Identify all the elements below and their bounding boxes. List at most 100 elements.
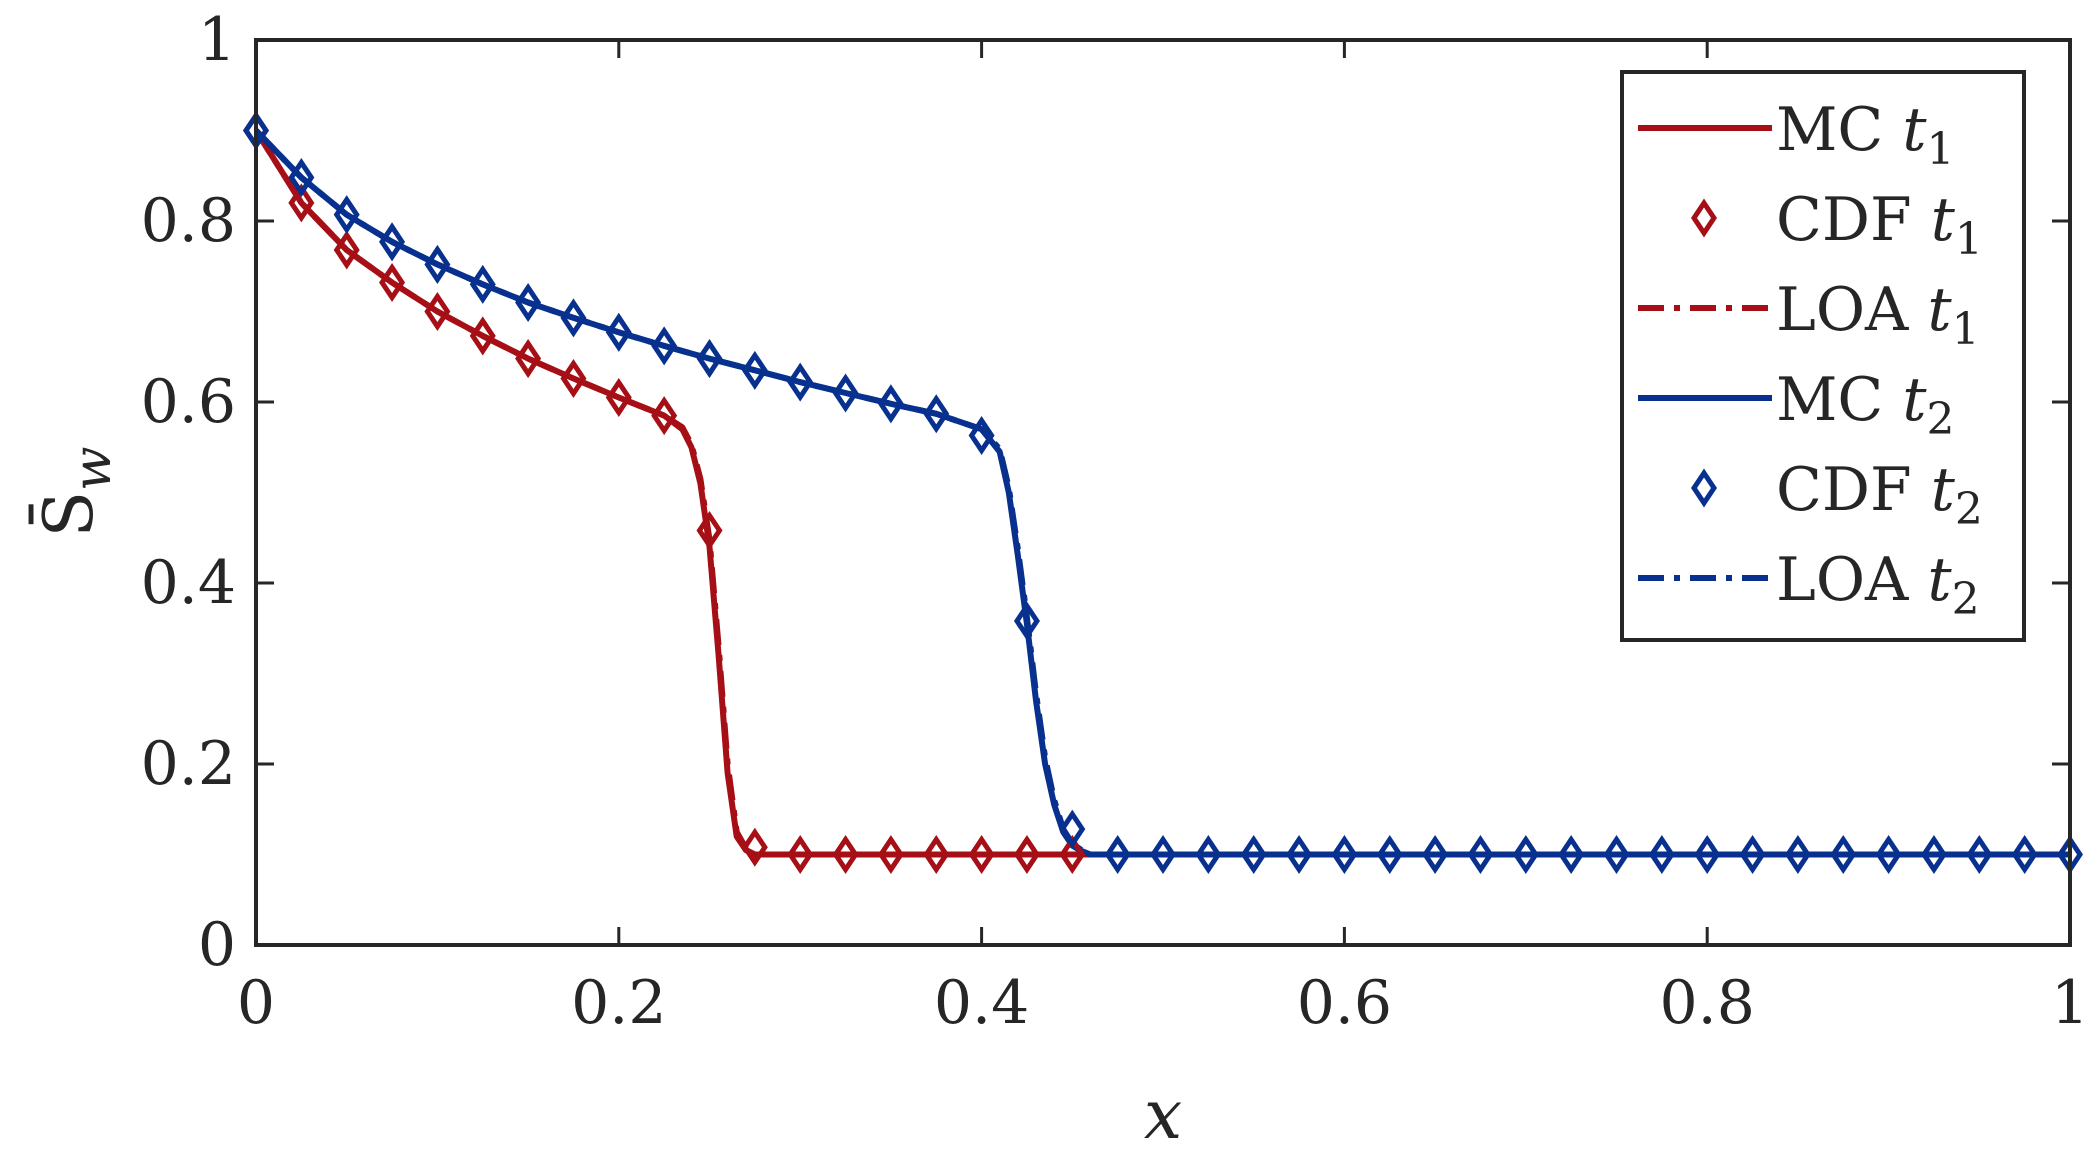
legend-label: LOA t2 <box>1776 545 1980 625</box>
data-point-diamond <box>1331 834 1358 875</box>
legend-label-subscript: 2 <box>1955 484 1983 535</box>
data-point-diamond <box>968 415 995 455</box>
legend-label-name: LOA <box>1776 275 1927 345</box>
data-point-diamond <box>1558 834 1585 875</box>
data-point-diamond <box>424 291 451 332</box>
legend-label-t: t <box>1927 275 1952 345</box>
data-point-diamond <box>1467 834 1494 875</box>
legend-label-subscript: 1 <box>1952 304 1980 355</box>
y-tick-label: 1 <box>198 5 236 75</box>
data-point-diamond <box>1240 834 1267 875</box>
data-point-diamond <box>1422 834 1449 875</box>
data-point-diamond <box>1739 834 1766 875</box>
data-point-diamond <box>1648 834 1675 875</box>
data-point-diamond <box>1784 834 1811 875</box>
legend-label-t: t <box>1931 455 1956 525</box>
axis-ticks: 0 0.2 0.4 0.6 0.8 1 0 0.2 0.4 0.6 0.8 1 <box>141 5 2084 1038</box>
data-point-diamond <box>968 834 995 875</box>
data-point-diamond <box>424 244 451 284</box>
x-tick-label: 0.6 <box>1297 968 1392 1038</box>
data-point-diamond <box>1059 834 1086 875</box>
y-tick-label: 0.6 <box>141 367 236 437</box>
data-point-diamond <box>741 350 768 390</box>
legend-marker <box>1690 198 1718 238</box>
x-axis-label: x <box>1144 1076 1182 1151</box>
x-tick-label: 0.4 <box>934 968 1029 1038</box>
legend-label-t: t <box>1902 365 1927 435</box>
x-tick-label: 0 <box>237 968 275 1038</box>
data-point-diamond <box>560 298 587 338</box>
data-point-diamond <box>469 316 496 356</box>
data-point-diamond <box>741 827 768 867</box>
data-point-diamond <box>469 264 496 304</box>
legend-label-subscript: 2 <box>1952 574 1980 625</box>
y-tick-label: 0.8 <box>141 186 236 256</box>
legend-label-name: MC <box>1776 95 1902 165</box>
x-tick-label: 0.2 <box>571 968 666 1038</box>
legend-label-name: LOA <box>1776 545 1927 615</box>
legend-label: LOA t1 <box>1776 275 1980 355</box>
data-point-diamond <box>651 326 678 366</box>
data-point-diamond <box>515 339 542 379</box>
data-point-diamond <box>787 362 814 402</box>
data-point-diamond <box>1694 834 1721 875</box>
data-point-diamond <box>696 511 723 551</box>
legend-label: MC t1 <box>1776 95 1955 175</box>
data-point-diamond <box>1830 834 1857 875</box>
data-point-diamond <box>877 384 904 424</box>
data-point-diamond <box>379 263 406 303</box>
plot-frame <box>254 38 2072 947</box>
data-point-diamond <box>1286 834 1313 875</box>
y-tick-label: 0.2 <box>141 729 236 799</box>
data-point-diamond <box>288 183 315 223</box>
data-point-diamond <box>877 834 904 875</box>
data-point-diamond <box>923 834 950 875</box>
data-point-diamond <box>2011 834 2038 875</box>
legend-label-name: CDF <box>1776 185 1931 255</box>
legend-label-subscript: 1 <box>1955 214 1983 265</box>
legend-label: CDF t1 <box>1776 185 1983 265</box>
x-tick-label: 1 <box>2051 968 2084 1038</box>
data-point-diamond <box>288 158 315 198</box>
data-point-diamond <box>1512 834 1539 875</box>
marker-layer <box>242 110 2084 875</box>
data-point-diamond <box>1013 834 1040 875</box>
legend-label-name: CDF <box>1776 455 1931 525</box>
data-point-diamond <box>1875 834 1902 875</box>
data-point-diamond <box>923 394 950 434</box>
data-point-diamond <box>605 312 632 352</box>
data-point-diamond <box>1149 834 1177 875</box>
data-point-diamond <box>1104 834 1131 875</box>
series-line <box>256 128 2070 858</box>
x-tick-label: 0.8 <box>1659 968 1754 1038</box>
legend-label-subscript: 2 <box>1927 394 1955 445</box>
legend-label-subscript: 1 <box>1927 124 1955 175</box>
data-point-diamond <box>832 834 859 875</box>
data-point-diamond <box>696 339 723 379</box>
legend-marker <box>1690 468 1718 508</box>
data-point-diamond <box>787 834 814 875</box>
data-point-diamond <box>1059 809 1086 849</box>
data-point-diamond <box>832 373 859 413</box>
legend-label: CDF t2 <box>1776 455 1983 535</box>
y-tick-label: 0 <box>198 910 236 980</box>
y-axis-label: S̄w <box>30 446 123 537</box>
legend-box <box>1620 70 2026 642</box>
y-axis-label-sub: w <box>63 446 123 491</box>
data-point-diamond <box>333 195 360 235</box>
legend-label-name: MC <box>1776 365 1902 435</box>
data-point-diamond <box>1013 601 1040 641</box>
legend-label-t: t <box>1931 185 1956 255</box>
data-point-diamond <box>515 282 542 322</box>
data-point-diamond <box>605 377 632 417</box>
data-point-diamond <box>1920 834 1947 875</box>
data-point-diamond <box>333 230 360 270</box>
data-point-diamond <box>560 358 587 398</box>
y-tick-label: 0.4 <box>141 548 236 618</box>
data-point-diamond <box>1195 834 1222 875</box>
legend-label-t: t <box>1927 545 1952 615</box>
data-point-diamond <box>379 222 406 262</box>
